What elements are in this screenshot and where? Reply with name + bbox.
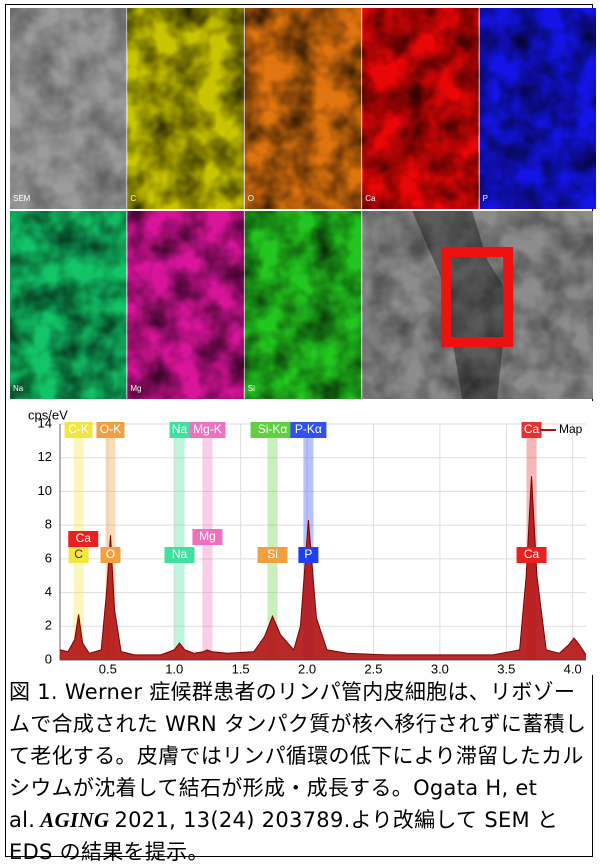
peak-tag-label: O xyxy=(106,547,115,561)
caption-text: 2021, 13(24) 203789.より改編して SEM と EDS の結果… xyxy=(9,808,559,864)
peak-tag-label: P xyxy=(304,547,312,561)
y-tick-label: 12 xyxy=(38,449,52,464)
spectrum-area xyxy=(60,476,586,660)
peak-tag-label: Ca xyxy=(76,531,92,545)
map-texture xyxy=(362,8,479,209)
y-axis-label: cps/eV xyxy=(28,407,68,422)
panel-label: Mg xyxy=(130,384,141,393)
sem-texture xyxy=(362,211,593,399)
sem-tint xyxy=(10,8,127,209)
y-tick-label: 10 xyxy=(38,483,52,498)
legend-label: Map xyxy=(559,422,583,436)
element-tag-label: Na xyxy=(172,422,188,436)
x-tick-label: 2.0 xyxy=(298,661,316,676)
peak-tag xyxy=(298,547,319,563)
peak-tag-label: Na xyxy=(172,547,188,561)
figure-graphics: SEM C O Ca P Na Mg Si 0 2 4 6 8 10 12 14 0.5 1.0 1.5 2.0 2.5… xyxy=(10,8,596,676)
x-tick-label: 1.0 xyxy=(165,661,183,676)
peak-tag xyxy=(100,547,121,563)
x-tick-label: 0.5 xyxy=(99,661,117,676)
element-tag-label: O-K xyxy=(100,422,121,436)
element-tag xyxy=(521,422,542,438)
peak-tag-label: Si xyxy=(267,547,278,561)
x-tick-label: 2.5 xyxy=(364,661,382,676)
element-band xyxy=(202,434,213,660)
element-tag-label: Mg-K xyxy=(193,422,222,436)
y-tick-label: 2 xyxy=(45,618,52,633)
journal-name: AGING xyxy=(40,808,110,832)
element-tag xyxy=(169,422,190,438)
element-tag xyxy=(290,422,327,438)
peak-tag-label: Ca xyxy=(524,547,540,561)
element-tag-label: Si-Kα xyxy=(258,422,288,436)
peak-tag-label: Mg xyxy=(199,529,216,543)
peak-tag xyxy=(164,547,195,563)
peak-tag xyxy=(192,529,223,545)
y-tick-label: 0 xyxy=(45,651,52,666)
panel-label: Ca xyxy=(365,194,376,203)
element-tag xyxy=(64,422,93,438)
panel-label: Si xyxy=(248,384,255,393)
y-tick-label: 6 xyxy=(45,550,52,565)
peak-tag xyxy=(68,531,99,547)
map-texture xyxy=(127,8,244,209)
peak-tag xyxy=(516,547,547,563)
panel-label: C xyxy=(130,194,136,203)
element-tag xyxy=(250,422,295,438)
element-tag-label: Ca xyxy=(524,422,540,436)
caption: 図 1. Werner 症候群患者のリンパ管内皮細胞は、リボゾームで合成された … xyxy=(9,676,593,868)
peak-tag xyxy=(68,547,89,563)
element-tag xyxy=(189,422,226,438)
peak-tag xyxy=(257,547,288,563)
caption-text: 図 1. Werner 症候群患者のリンパ管内皮細胞は、リボゾームで合成された … xyxy=(9,680,587,832)
map-texture xyxy=(127,211,244,399)
panel-label: P xyxy=(483,194,488,203)
x-tick-label: 4.0 xyxy=(564,661,582,676)
region-box xyxy=(441,247,514,347)
panel-label: Na xyxy=(13,384,24,393)
peak-tag-label: C xyxy=(74,547,83,561)
map-texture xyxy=(10,8,127,209)
x-tick-label: 3.0 xyxy=(431,661,449,676)
map-texture xyxy=(10,211,127,399)
panel-label: O xyxy=(248,194,254,203)
element-tag-label: P-Kα xyxy=(295,422,322,436)
map-texture xyxy=(244,8,362,209)
y-tick-label: 4 xyxy=(45,584,52,599)
x-tick-label: 1.5 xyxy=(232,661,250,676)
element-tag-label: C-K xyxy=(68,422,89,436)
y-tick-label: 8 xyxy=(45,517,52,532)
y-tick-label: 14 xyxy=(38,415,52,430)
map-texture xyxy=(244,211,362,399)
panel-label: SEM xyxy=(13,194,31,203)
map-texture xyxy=(479,8,596,209)
x-tick-label: 3.5 xyxy=(497,661,515,676)
spectrum-line xyxy=(59,476,587,656)
element-tag xyxy=(96,422,125,438)
